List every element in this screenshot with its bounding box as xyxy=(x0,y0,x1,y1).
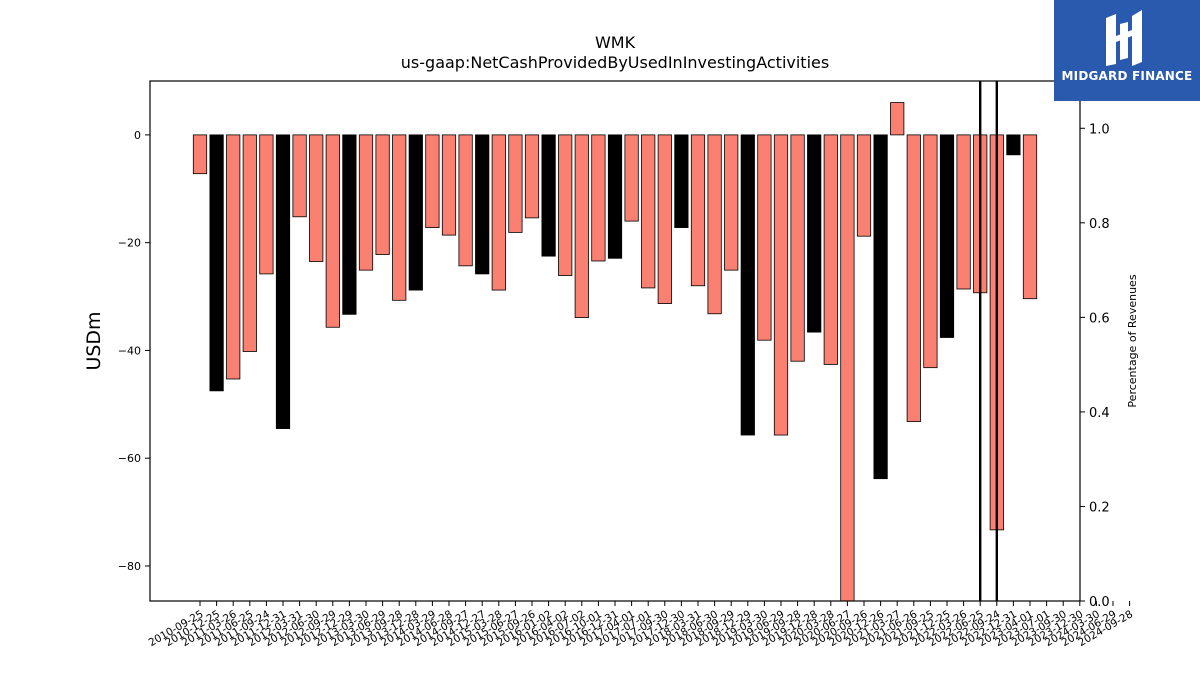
y-tick-label: 0 xyxy=(134,129,141,142)
brand-logo: MIDGARD FINANCE xyxy=(1054,0,1200,101)
bar xyxy=(441,134,457,236)
y-tick-label: −60 xyxy=(118,452,141,465)
chart-subtitle: us-gaap:NetCashProvidedByUsedInInvesting… xyxy=(401,53,829,72)
bar xyxy=(790,134,805,362)
bar xyxy=(541,134,556,257)
bar xyxy=(873,134,888,480)
y2-tick-label: 0.4 xyxy=(1089,406,1110,421)
bar xyxy=(325,134,340,328)
bar xyxy=(757,134,772,341)
bar xyxy=(724,134,739,271)
y2-tick-label: 0.2 xyxy=(1089,500,1110,515)
bar xyxy=(292,134,307,218)
y-tick-label: −80 xyxy=(118,560,141,573)
bar xyxy=(890,102,905,136)
bar xyxy=(641,134,656,289)
bar xyxy=(823,134,838,365)
bar xyxy=(375,134,390,255)
bar xyxy=(342,134,357,315)
revenue-pct-line-group xyxy=(979,81,998,601)
bar xyxy=(856,134,872,237)
bar xyxy=(956,134,971,290)
bars-group xyxy=(192,102,1038,601)
bar xyxy=(707,134,722,315)
bar xyxy=(524,134,540,219)
bar xyxy=(458,134,473,267)
y2-tick-label: 0.6 xyxy=(1089,311,1110,326)
bar xyxy=(309,134,324,262)
y2-tick-label: 1.0 xyxy=(1089,122,1110,137)
bar xyxy=(491,134,506,291)
bar xyxy=(607,134,623,259)
bar xyxy=(574,134,589,318)
y-tick-label: −40 xyxy=(118,344,141,357)
bar xyxy=(226,134,241,380)
y2-axis-label: Percentage of Revenues xyxy=(1126,274,1139,407)
y-axis-ticks: 0 −20 −40 −60 −80 xyxy=(118,129,150,573)
bar xyxy=(624,134,639,222)
brand-name: MIDGARD FINANCE xyxy=(1061,69,1193,83)
bar xyxy=(192,134,208,175)
bar xyxy=(906,134,921,422)
bar xyxy=(558,134,573,276)
bar xyxy=(209,134,224,392)
y2-axis-ticks: 0.0 0.2 0.4 0.6 0.8 1.0 xyxy=(1080,122,1110,610)
bar xyxy=(508,134,523,233)
y-tick-label: −20 xyxy=(118,237,141,250)
bar xyxy=(840,134,855,601)
bar xyxy=(275,134,291,429)
x-axis-ticks: 2010-09-252010-12-252011-03-262011-06-25… xyxy=(147,601,1135,649)
y-axis-label: USDm xyxy=(83,311,105,370)
y2-tick-label: 0.8 xyxy=(1089,217,1110,232)
bar xyxy=(740,134,755,436)
bar xyxy=(939,134,955,338)
bar xyxy=(674,134,689,228)
bar xyxy=(807,134,822,333)
bar xyxy=(773,134,789,436)
bar xyxy=(1006,134,1021,156)
bar xyxy=(475,134,490,275)
bar xyxy=(242,134,257,352)
bar xyxy=(408,134,423,291)
bar xyxy=(358,134,374,271)
midgard-logo-icon xyxy=(1106,10,1142,66)
bar xyxy=(259,134,274,275)
bar xyxy=(591,134,606,262)
bar xyxy=(690,134,706,287)
chart-title: WMK xyxy=(595,33,636,52)
y2-tick-label: 0.0 xyxy=(1089,595,1110,610)
bar xyxy=(923,134,938,369)
bar xyxy=(392,134,407,301)
bar xyxy=(657,134,672,304)
bar xyxy=(425,134,440,228)
bar xyxy=(1022,134,1038,300)
